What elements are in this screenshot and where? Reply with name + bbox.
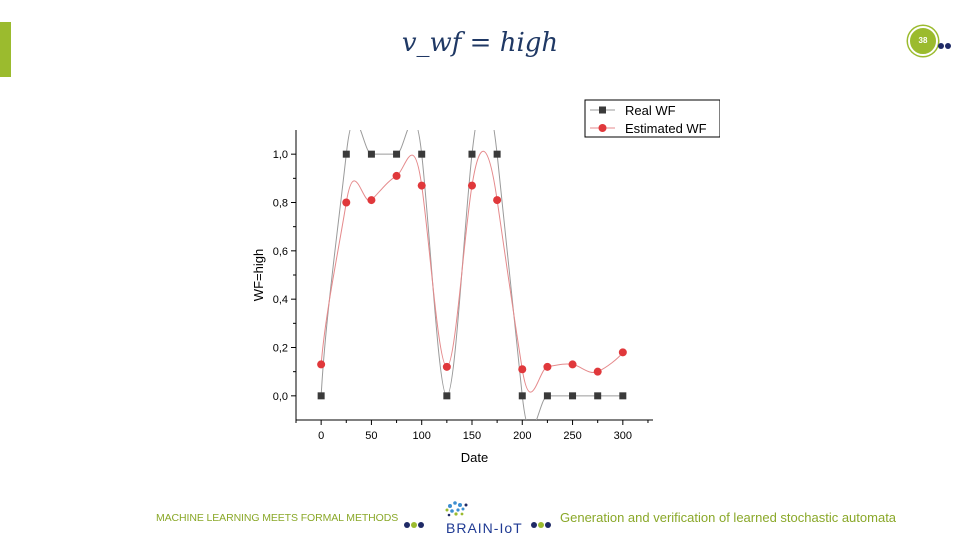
dot-icon: [531, 522, 537, 528]
real-wf-point: [367, 150, 375, 158]
footer-left-text: MACHINE LEARNING MEETS FORMAL METHODS: [156, 512, 399, 524]
real-wf-point: [317, 392, 325, 400]
x-axis-label: Date: [461, 450, 488, 465]
y-tick-label: 0,4: [273, 294, 288, 306]
real-wf-point: [418, 150, 426, 158]
slide-title: v_wf = high: [0, 28, 960, 58]
dot-icon: [411, 522, 417, 528]
dot-icon: [945, 43, 951, 49]
x-tick-label: 200: [513, 430, 531, 442]
estimated-wf-point: [442, 362, 451, 371]
estimated-wf-point: [342, 198, 351, 207]
estimated-wf-point: [317, 360, 326, 369]
real-wf-point: [443, 392, 451, 400]
dot-icon: [938, 43, 944, 49]
real-wf-point: [594, 392, 602, 400]
dot-icon: [418, 522, 424, 528]
legend-label: Real WF: [625, 103, 676, 118]
footer-dots-left: [404, 515, 425, 533]
brain-iot-logo-icon: [445, 501, 468, 517]
accent-bar: [0, 22, 11, 77]
y-tick-label: 0,8: [273, 198, 288, 210]
real-wf-point: [543, 392, 551, 400]
legend-label: Estimated WF: [625, 121, 707, 136]
y-axis-label: WF=high: [251, 249, 266, 301]
legend-marker: [599, 106, 606, 114]
x-tick-label: 0: [318, 430, 324, 442]
estimated-wf-point: [568, 360, 577, 369]
x-tick-label: 150: [463, 430, 481, 442]
chart-svg: 0,0 0,2 0,4 0,6 0,8 1,0 0 50 100 150 200 250 300 Date…: [251, 99, 721, 465]
y-tick-label: 0,0: [273, 391, 288, 403]
footer-dots-right: [531, 515, 552, 533]
real-wf-point: [569, 392, 577, 400]
estimated-wf-point: [417, 181, 426, 190]
badge-dots: [938, 36, 952, 54]
estimated-wf-point: [593, 367, 602, 376]
dot-icon: [404, 522, 410, 528]
series-line: [320, 130, 623, 420]
real-wf-point: [468, 150, 476, 158]
estimated-wf-point: [467, 181, 476, 190]
legend-box: [584, 99, 721, 138]
real-wf-point: [518, 392, 526, 400]
page-number-badge: 38: [908, 26, 938, 56]
x-tick-label: 250: [563, 430, 581, 442]
real-wf-point: [619, 392, 627, 400]
x-tick-label: 300: [614, 430, 632, 442]
estimated-wf-point: [618, 348, 627, 357]
estimated-wf-point: [392, 171, 401, 180]
dot-icon: [545, 522, 551, 528]
dot-icon: [538, 522, 544, 528]
estimated-wf-point: [543, 362, 552, 371]
estimated-wf-point: [493, 196, 502, 205]
logo-text: BRAIN-IoT: [446, 520, 523, 536]
legend-marker: [598, 124, 607, 132]
title-text: v_wf = high: [401, 28, 559, 58]
x-tick-label: 100: [413, 430, 431, 442]
chart: 0,0 0,2 0,4 0,6 0,8 1,0 0 50 100 150 200 250 300 Date…: [240, 90, 721, 475]
y-tick-label: 0,2: [273, 343, 288, 355]
y-tick-label: 0,6: [273, 246, 288, 258]
x-tick-label: 50: [365, 430, 377, 442]
real-wf-point: [393, 150, 401, 158]
real-wf-point: [493, 150, 501, 158]
estimated-wf-point: [367, 196, 376, 205]
page-number: 38: [918, 36, 928, 45]
y-tick-label: 1,0: [273, 149, 288, 161]
real-wf-point: [342, 150, 350, 158]
estimated-wf-point: [518, 365, 527, 374]
footer-right-text: Generation and verification of learned s…: [560, 510, 897, 525]
